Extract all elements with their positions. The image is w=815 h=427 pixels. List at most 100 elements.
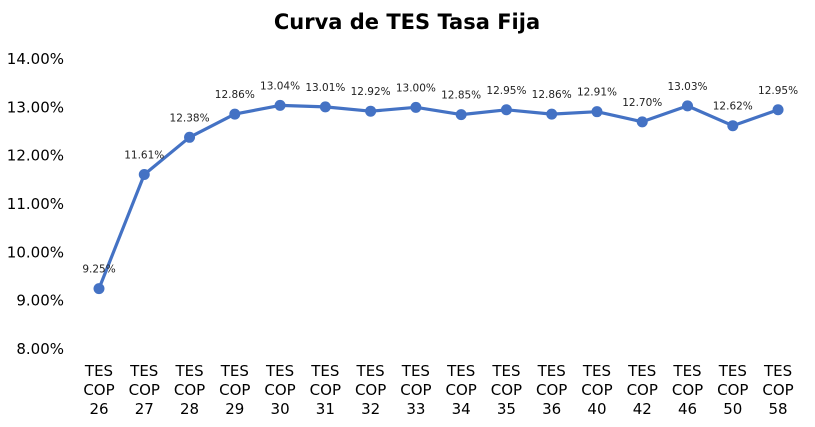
- x-tick-label-line: 32: [361, 400, 380, 418]
- y-axis: 8.00% 9.00% 10.00% 11.00% 12.00% 13.00% 14.00%: [7, 50, 64, 358]
- x-tick-label-line: 26: [89, 400, 108, 418]
- y-tick-label: 13.00%: [7, 98, 64, 116]
- x-tick-label-line: COP: [536, 381, 567, 399]
- x-tick-label-line: TES: [627, 362, 656, 380]
- series-line: [97, 103, 780, 291]
- x-tick-label-line: TES: [310, 362, 339, 380]
- x-tick-label-line: COP: [672, 381, 703, 399]
- data-point: [500, 104, 512, 116]
- x-tick-label-line: TES: [672, 362, 701, 380]
- x-axis: TESCOP26TESCOP27TESCOP28TESCOP29TESCOP30…: [83, 362, 793, 418]
- data-point: [365, 105, 377, 117]
- x-tick-label-line: COP: [627, 381, 658, 399]
- data-point: [636, 116, 648, 128]
- x-tick-label-line: 28: [180, 400, 199, 418]
- y-tick-label: 9.00%: [16, 292, 64, 310]
- data-point: [319, 101, 331, 113]
- x-tick-label-line: 50: [723, 400, 742, 418]
- x-tick-label-line: 31: [316, 400, 335, 418]
- x-tick-label-line: COP: [83, 381, 114, 399]
- data-point: [772, 104, 784, 116]
- data-point: [229, 108, 241, 120]
- x-tick-label-line: COP: [174, 381, 205, 399]
- data-label: 12.92%: [351, 86, 391, 98]
- data-label: 9.25%: [82, 264, 115, 276]
- data-label: 13.03%: [667, 81, 707, 93]
- x-tick-label-line: COP: [310, 381, 341, 399]
- x-tick-label-line: 27: [135, 400, 154, 418]
- x-tick-label-line: COP: [717, 381, 748, 399]
- data-label: 13.04%: [260, 80, 300, 92]
- data-point: [682, 100, 694, 112]
- data-point: [591, 106, 603, 118]
- x-tick-label-line: 30: [271, 400, 290, 418]
- x-tick-label-line: 35: [497, 400, 516, 418]
- data-label: 12.62%: [713, 101, 753, 113]
- x-tick-label-line: TES: [401, 362, 430, 380]
- data-label: 12.86%: [532, 89, 572, 101]
- x-tick-label-line: COP: [400, 381, 431, 399]
- chart-title: Curva de TES Tasa Fija: [274, 10, 540, 34]
- data-label: 13.00%: [396, 82, 436, 94]
- x-tick-label-line: COP: [445, 381, 476, 399]
- series-group: 9.25% 11.61% 12.38% 12.86% 13.04% 13.01% 12.92…: [82, 80, 798, 295]
- x-tick-label-line: TES: [718, 362, 747, 380]
- data-label: 11.61%: [124, 150, 164, 162]
- x-tick-label-line: TES: [220, 362, 249, 380]
- x-tick-label-line: TES: [356, 362, 385, 380]
- x-tick-label-line: TES: [129, 362, 158, 380]
- data-label: 12.91%: [577, 87, 617, 99]
- x-tick-label-line: 33: [406, 400, 425, 418]
- x-tick-label-line: 36: [542, 400, 561, 418]
- data-point: [93, 283, 105, 295]
- y-tick-label: 14.00%: [7, 50, 64, 68]
- data-label: 12.85%: [441, 90, 481, 102]
- x-tick-label-line: COP: [264, 381, 295, 399]
- data-point: [274, 99, 286, 111]
- x-tick-label-line: 40: [587, 400, 606, 418]
- x-tick-label-line: COP: [219, 381, 250, 399]
- data-point: [727, 120, 739, 132]
- y-tick-label: 8.00%: [16, 340, 64, 358]
- x-tick-label-line: TES: [537, 362, 566, 380]
- x-tick-label-line: TES: [763, 362, 792, 380]
- x-tick-label-line: 58: [769, 400, 788, 418]
- x-tick-label-line: 34: [452, 400, 471, 418]
- x-tick-label-line: COP: [762, 381, 793, 399]
- x-tick-label-line: TES: [582, 362, 611, 380]
- x-tick-label-line: COP: [129, 381, 160, 399]
- x-tick-label-line: TES: [446, 362, 475, 380]
- x-tick-label-line: TES: [174, 362, 203, 380]
- x-tick-label-line: 42: [633, 400, 652, 418]
- x-tick-label-line: COP: [581, 381, 612, 399]
- x-tick-label-line: TES: [265, 362, 294, 380]
- data-point: [455, 109, 467, 121]
- data-point: [546, 108, 558, 120]
- data-label: 13.01%: [305, 82, 345, 94]
- x-tick-label-line: COP: [491, 381, 522, 399]
- data-label: 12.95%: [758, 85, 798, 97]
- y-tick-label: 12.00%: [7, 147, 64, 165]
- y-tick-label: 11.00%: [7, 195, 64, 213]
- data-label: 12.95%: [486, 85, 526, 97]
- x-tick-label-line: TES: [84, 362, 113, 380]
- data-point: [184, 131, 196, 143]
- y-tick-label: 10.00%: [7, 243, 64, 261]
- data-point: [138, 169, 150, 181]
